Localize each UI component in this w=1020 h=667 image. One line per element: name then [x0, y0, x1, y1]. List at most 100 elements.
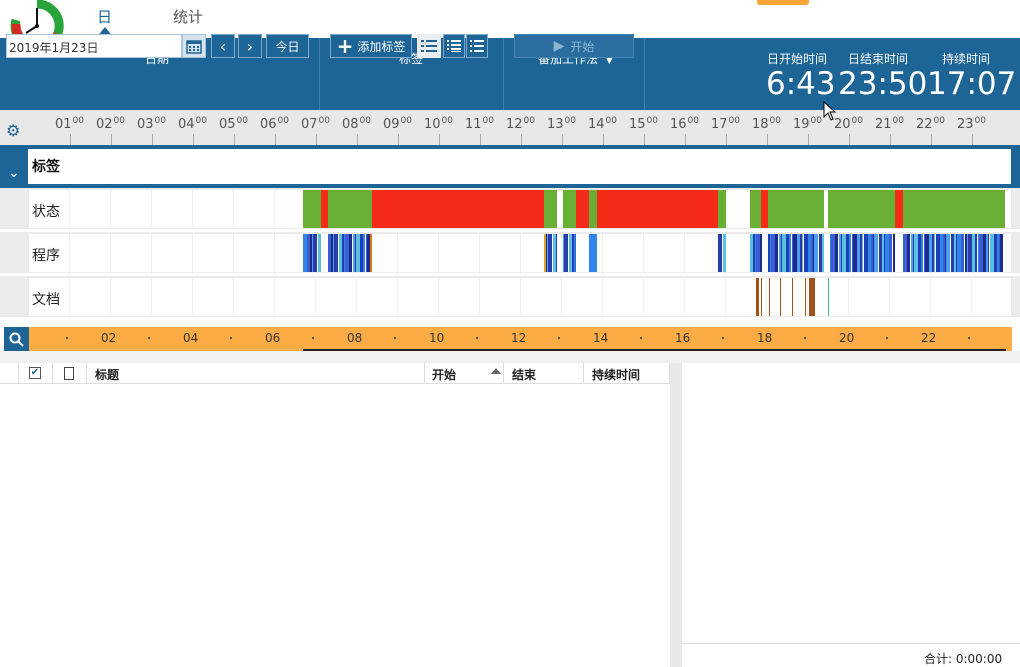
program-segment[interactable]: [986, 234, 988, 272]
program-segment[interactable]: [800, 234, 802, 272]
status-segment[interactable]: [828, 190, 895, 228]
program-segment[interactable]: [760, 234, 762, 272]
program-segment[interactable]: [979, 234, 983, 272]
program-segment[interactable]: [782, 234, 786, 272]
program-segment[interactable]: [770, 234, 771, 272]
program-segment[interactable]: [355, 234, 356, 272]
program-segment[interactable]: [842, 234, 846, 272]
program-segment[interactable]: [367, 234, 371, 272]
program-segment[interactable]: [771, 234, 775, 272]
program-segment[interactable]: [574, 234, 575, 272]
program-segment[interactable]: [370, 234, 372, 272]
program-segment[interactable]: [563, 234, 564, 272]
program-segment[interactable]: [994, 234, 997, 272]
program-segment[interactable]: [781, 234, 782, 272]
document-segment[interactable]: [792, 278, 793, 316]
program-segment[interactable]: [889, 234, 892, 272]
program-segment[interactable]: [575, 234, 576, 272]
program-segment[interactable]: [342, 234, 344, 272]
program-segment[interactable]: [860, 234, 862, 272]
document-track[interactable]: [29, 278, 1011, 316]
program-segment[interactable]: [972, 234, 975, 272]
status-segment[interactable]: [768, 190, 824, 228]
program-segment[interactable]: [852, 234, 853, 272]
program-segment[interactable]: [804, 234, 808, 272]
chevron-down-icon[interactable]: ⌄: [8, 165, 20, 181]
program-segment[interactable]: [943, 234, 945, 272]
program-segment[interactable]: [871, 234, 873, 272]
program-segment[interactable]: [918, 234, 921, 272]
program-segment[interactable]: [564, 234, 568, 272]
program-segment[interactable]: [363, 234, 365, 272]
program-segment[interactable]: [312, 234, 313, 272]
program-segment[interactable]: [893, 234, 895, 272]
search-button[interactable]: [4, 327, 29, 351]
program-segment[interactable]: [951, 234, 954, 272]
program-segment[interactable]: [753, 234, 755, 272]
program-segment[interactable]: [307, 234, 310, 272]
program-segment[interactable]: [975, 234, 977, 272]
document-segment[interactable]: [780, 278, 781, 316]
program-segment[interactable]: [864, 234, 868, 272]
program-segment[interactable]: [849, 234, 851, 272]
program-segment[interactable]: [548, 234, 552, 272]
program-segment[interactable]: [990, 234, 994, 272]
status-segment[interactable]: [321, 190, 328, 228]
program-segment[interactable]: [328, 234, 331, 272]
program-segment[interactable]: [884, 234, 885, 272]
program-segment[interactable]: [911, 234, 913, 272]
tab-day[interactable]: 日: [97, 8, 113, 26]
program-segment[interactable]: [1000, 234, 1003, 272]
program-segment[interactable]: [873, 234, 874, 272]
program-segment[interactable]: [961, 234, 964, 272]
program-segment[interactable]: [983, 234, 986, 272]
status-segment[interactable]: [903, 190, 1005, 228]
program-segment[interactable]: [750, 234, 753, 272]
program-segment[interactable]: [857, 234, 860, 272]
document-segment[interactable]: [769, 278, 770, 316]
tab-stats[interactable]: 统计: [173, 8, 204, 26]
list-view-compact-button[interactable]: [443, 34, 465, 58]
notification-tab[interactable]: [757, 0, 809, 5]
program-segment[interactable]: [811, 234, 813, 272]
list-view-simple-button[interactable]: [466, 34, 488, 58]
program-segment[interactable]: [968, 234, 972, 272]
program-segment[interactable]: [914, 234, 918, 272]
program-segment[interactable]: [879, 234, 882, 272]
program-segment[interactable]: [718, 234, 722, 272]
program-segment[interactable]: [835, 234, 838, 272]
status-segment[interactable]: [718, 190, 726, 228]
document-segment[interactable]: [809, 278, 815, 316]
program-segment[interactable]: [988, 234, 989, 272]
status-segment[interactable]: [761, 190, 768, 228]
program-segment[interactable]: [999, 234, 1000, 272]
program-segment[interactable]: [360, 234, 363, 272]
program-segment[interactable]: [797, 234, 800, 272]
program-segment[interactable]: [862, 234, 863, 272]
program-segment[interactable]: [814, 234, 818, 272]
program-segment[interactable]: [925, 234, 929, 272]
program-segment[interactable]: [344, 234, 345, 272]
timeline-scrubber[interactable]: 02 04 06 08 10 12 14 16 18 20 22: [4, 327, 1012, 351]
program-segment[interactable]: [353, 234, 355, 272]
program-segment[interactable]: [792, 234, 793, 272]
program-track[interactable]: [29, 234, 1011, 272]
program-segment[interactable]: [318, 234, 321, 272]
program-segment[interactable]: [885, 234, 889, 272]
document-segment[interactable]: [828, 278, 829, 316]
status-segment[interactable]: [544, 190, 557, 228]
previous-day-button[interactable]: ‹: [211, 34, 235, 58]
program-segment[interactable]: [839, 234, 841, 272]
splitter[interactable]: [0, 351, 1020, 363]
status-track[interactable]: [29, 190, 1011, 228]
program-segment[interactable]: [345, 234, 349, 272]
program-segment[interactable]: [956, 234, 957, 272]
program-segment[interactable]: [853, 234, 857, 272]
program-segment[interactable]: [356, 234, 360, 272]
program-segment[interactable]: [929, 234, 932, 272]
status-segment[interactable]: [750, 190, 761, 228]
document-segment[interactable]: [756, 278, 759, 316]
program-segment[interactable]: [967, 234, 968, 272]
status-segment[interactable]: [563, 190, 576, 228]
program-segment[interactable]: [978, 234, 979, 272]
